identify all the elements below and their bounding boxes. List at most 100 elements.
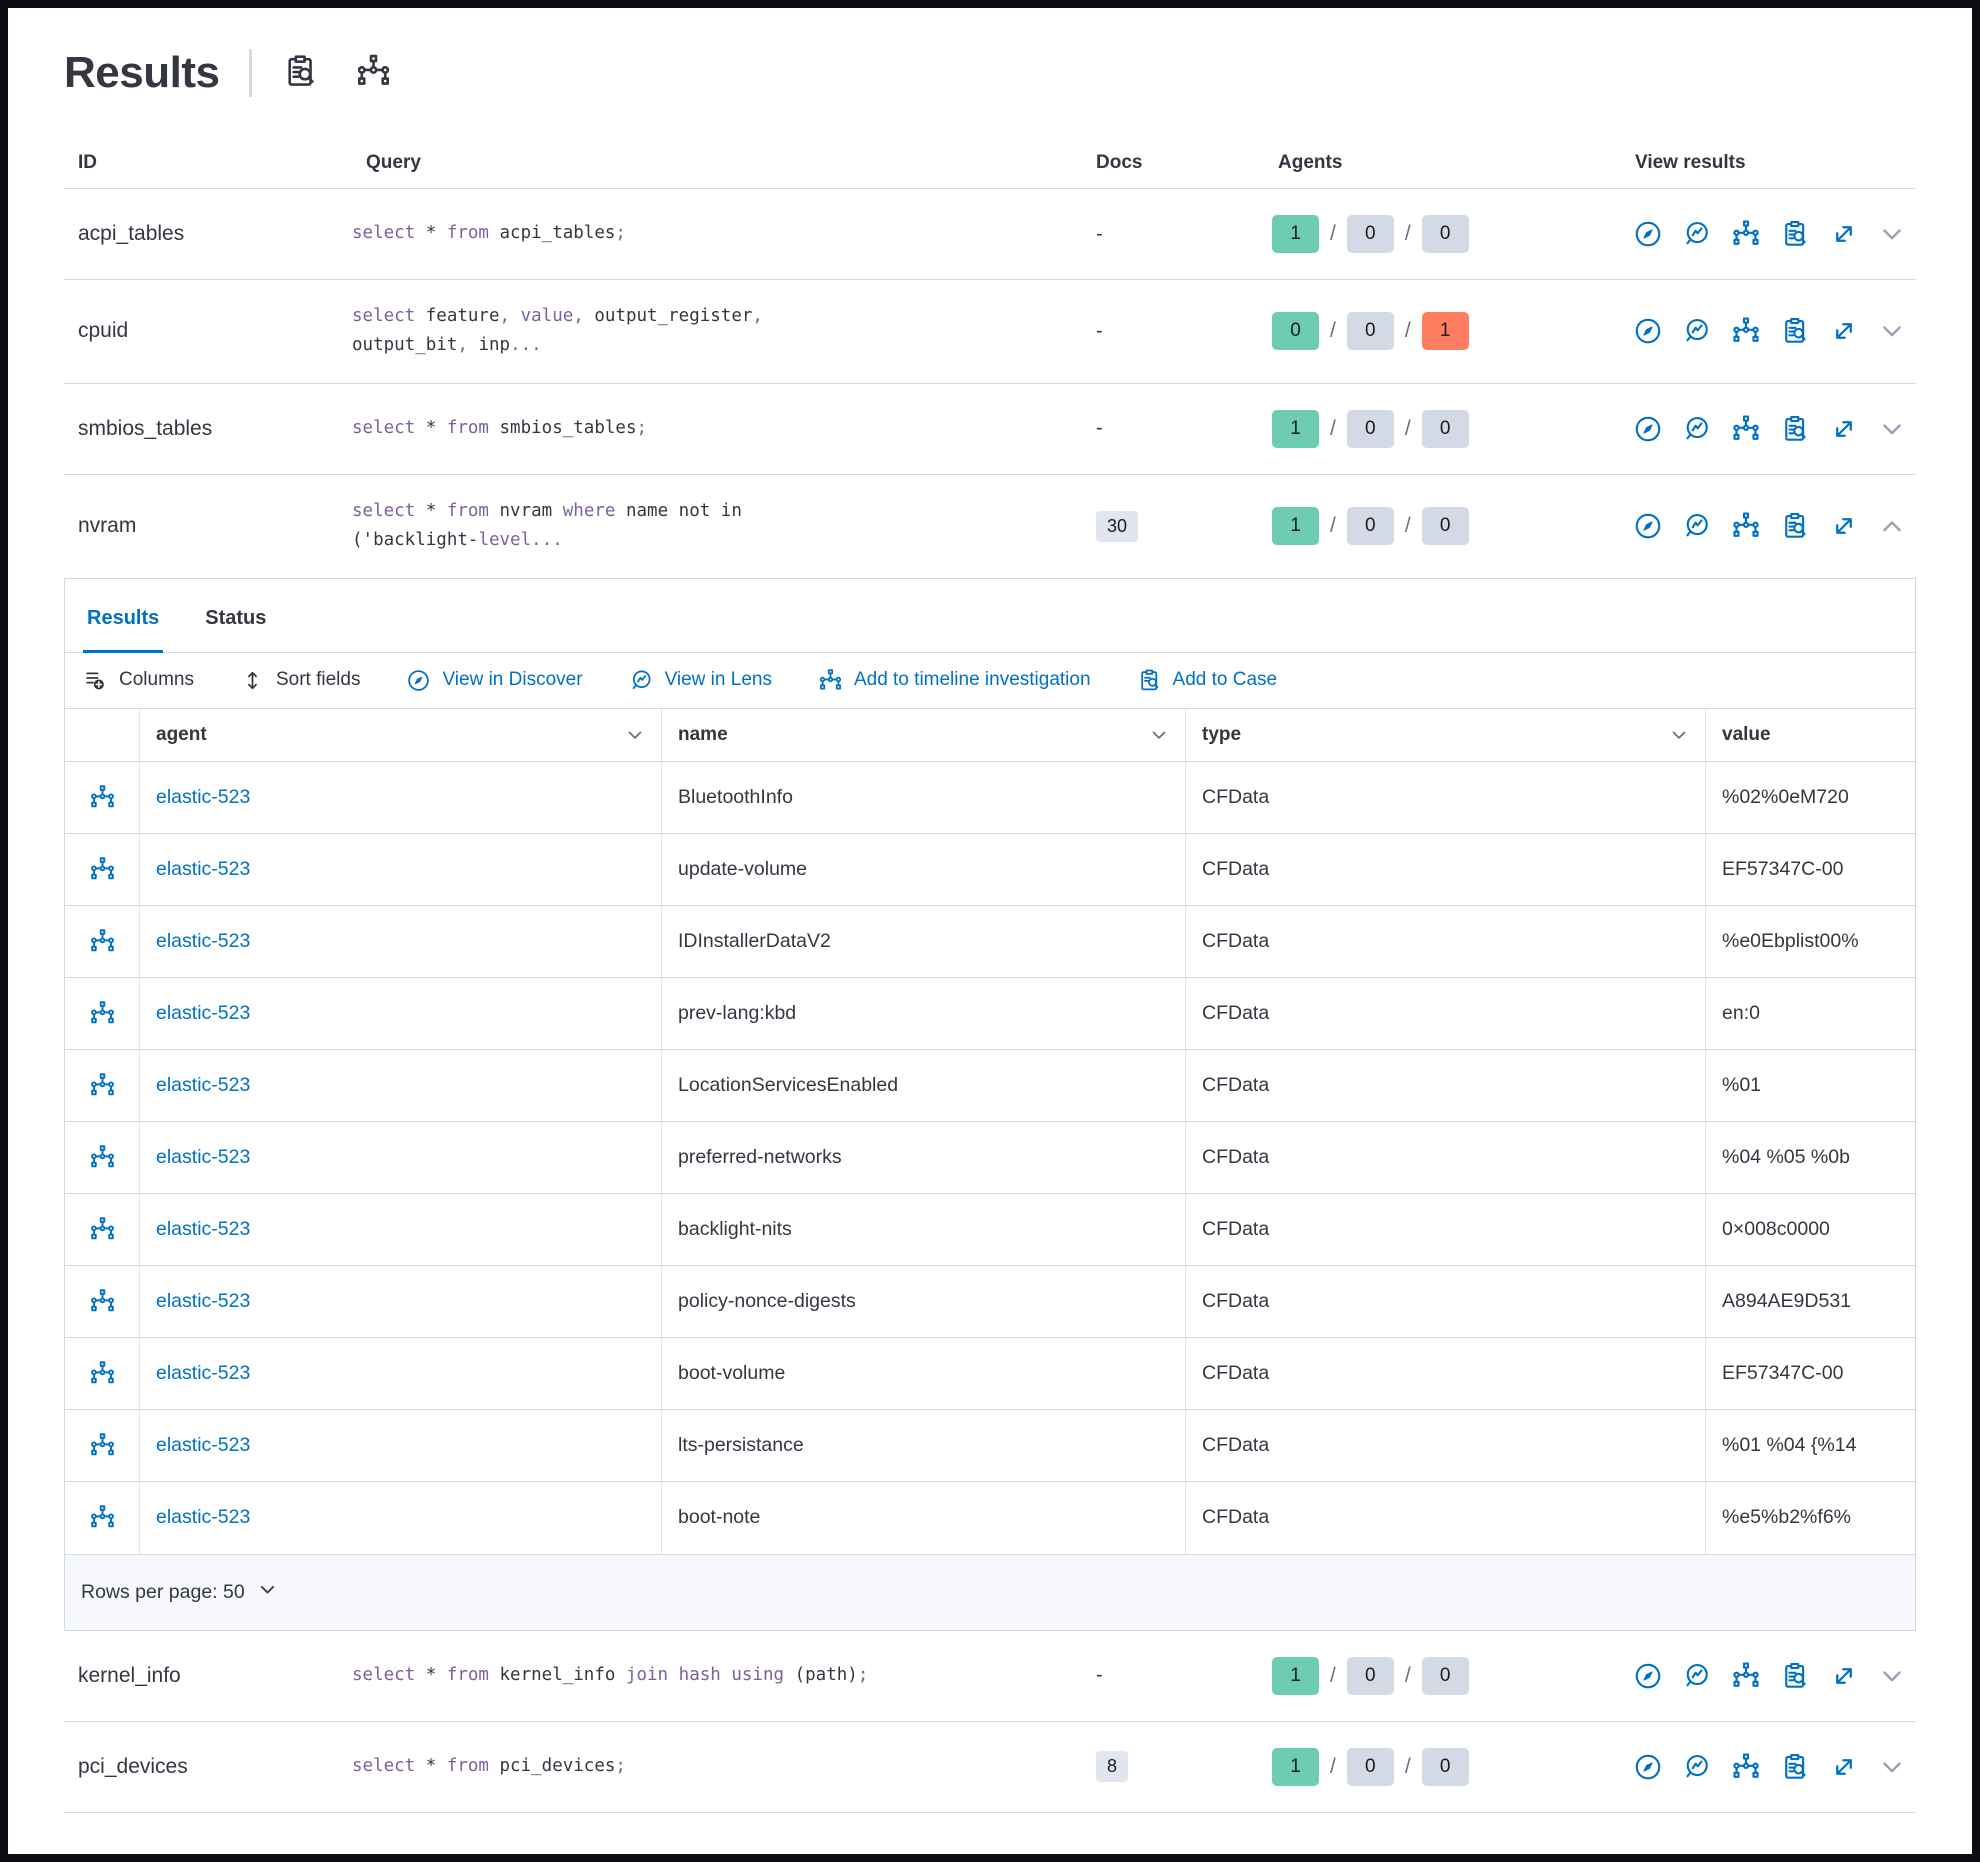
result-type: CFData [1185,1337,1705,1409]
agent-link[interactable]: elastic-523 [156,1433,251,1456]
lens-button[interactable] [1682,1752,1712,1782]
node-tree-icon [1731,1752,1761,1782]
agents-failed-badge: 0 [1421,1656,1469,1695]
agent-link[interactable]: elastic-523 [156,857,251,880]
inspect-icon [1780,1661,1810,1691]
toolbar-add-to-case-button[interactable]: Add to Case [1137,668,1277,693]
expand-row-button[interactable] [1878,415,1906,443]
add-to-timeline-button[interactable] [89,1288,116,1315]
expand-row-button[interactable] [1878,220,1906,248]
grid-column-header-value[interactable]: value [1705,708,1915,761]
rows-per-page-label: Rows per page: 50 [81,1580,245,1603]
agent-link[interactable]: elastic-523 [156,1289,251,1312]
agent-link[interactable]: elastic-523 [156,1073,251,1096]
inspect-button[interactable] [1780,1752,1810,1782]
expand-button[interactable] [1829,1661,1859,1691]
agents-success-badge: 1 [1272,507,1319,546]
node-tree-button[interactable] [1731,414,1761,444]
agents-status: 0 / 0 / 1 [1264,312,1621,351]
lens-button[interactable] [1682,414,1712,444]
node-tree-button[interactable] [1731,1752,1761,1782]
add-to-timeline-button[interactable] [89,1000,116,1027]
add-to-timeline-button[interactable] [89,928,116,955]
query-row: kernel_info select * from kernel_info jo… [64,1631,1916,1722]
header-inspect-button[interactable] [282,53,319,93]
page-title: Results [64,48,220,97]
tab-results[interactable]: Results [83,579,164,653]
discover-button[interactable] [1633,1752,1663,1782]
lens-icon [1682,219,1712,249]
inspect-button[interactable] [1780,219,1810,249]
expand-button[interactable] [1829,1752,1859,1782]
column-header-agents: Agents [1278,152,1343,173]
query-docs-count: - [1096,1664,1103,1687]
results-grid-header: agent name type value [65,708,1915,762]
expand-button[interactable] [1829,511,1859,541]
agent-link[interactable]: elastic-523 [156,1361,251,1384]
inspect-button[interactable] [1780,414,1810,444]
lens-button[interactable] [1682,1661,1712,1691]
add-to-timeline-button[interactable] [89,1144,116,1171]
agents-pending-badge: 0 [1346,409,1394,448]
expand-button[interactable] [1829,219,1859,249]
agent-link[interactable]: elastic-523 [156,1145,251,1168]
discover-button[interactable] [1633,316,1663,346]
add-to-timeline-button[interactable] [89,1432,116,1459]
expand-row-button[interactable] [1878,1662,1906,1690]
toolbar-view-in-discover-button[interactable]: View in Discover [406,668,583,693]
discover-button[interactable] [1633,219,1663,249]
node-tree-button[interactable] [1731,511,1761,541]
add-to-timeline-button[interactable] [89,1072,116,1099]
agents-success-badge: 1 [1272,409,1319,448]
add-to-timeline-button[interactable] [89,784,116,811]
add-to-timeline-button[interactable] [89,1504,116,1531]
agents-success-badge: 0 [1272,312,1319,351]
add-to-timeline-button[interactable] [89,1360,116,1387]
docs-badge: 30 [1096,510,1139,542]
tab-status[interactable]: Status [201,579,270,652]
discover-button[interactable] [1633,511,1663,541]
result-type: CFData [1185,1193,1705,1265]
badge-separator: / [1330,319,1336,343]
agent-link[interactable]: elastic-523 [156,1001,251,1024]
discover-button[interactable] [1633,1661,1663,1691]
queries-table-header: ID Query Docs Agents View results [64,138,1916,189]
expand-button[interactable] [1829,316,1859,346]
expand-row-button[interactable] [1878,317,1906,345]
agent-link[interactable]: elastic-523 [156,1217,251,1240]
inspect-button[interactable] [1780,316,1810,346]
grid-column-header-type[interactable]: type [1185,708,1705,761]
node-tree-button[interactable] [1731,316,1761,346]
rows-per-page-control[interactable]: Rows per page: 50 [65,1553,1915,1630]
node-tree-button[interactable] [1731,219,1761,249]
discover-button[interactable] [1633,414,1663,444]
badge-separator: / [1404,514,1411,538]
agent-link[interactable]: elastic-523 [156,1506,251,1529]
agents-pending-badge: 0 [1346,1747,1394,1786]
lens-button[interactable] [1682,316,1712,346]
lens-button[interactable] [1682,511,1712,541]
agent-link[interactable]: elastic-523 [156,785,251,808]
grid-column-header-agent[interactable]: agent [139,708,661,761]
inspect-button[interactable] [1780,511,1810,541]
toolbar-view-in-lens-button[interactable]: View in Lens [629,668,772,693]
node-tree-button[interactable] [1731,1661,1761,1691]
toolbar-sort-fields-button[interactable]: Sort fields [240,668,360,693]
query-sql: select * from pci_devices; [352,1755,626,1776]
toolbar-columns-button[interactable]: Columns [83,668,194,693]
add-to-timeline-button[interactable] [89,1216,116,1243]
grid-column-header-name[interactable]: name [661,708,1185,761]
inspect-icon [282,53,319,93]
expand-button[interactable] [1829,414,1859,444]
inspect-button[interactable] [1780,1661,1810,1691]
toolbar-add-to-timeline-investigation-button[interactable]: Add to timeline investigation [818,668,1091,693]
expand-row-button[interactable] [1878,1753,1906,1781]
result-type: CFData [1185,1049,1705,1121]
add-to-timeline-button[interactable] [89,856,116,883]
collapse-row-button[interactable] [1878,512,1906,540]
query-sql: select * from acpi_tables; [352,223,626,244]
header-node-tree-button[interactable] [355,53,392,93]
lens-button[interactable] [1682,219,1712,249]
agent-link[interactable]: elastic-523 [156,929,251,952]
agents-success-badge: 1 [1272,1656,1319,1695]
